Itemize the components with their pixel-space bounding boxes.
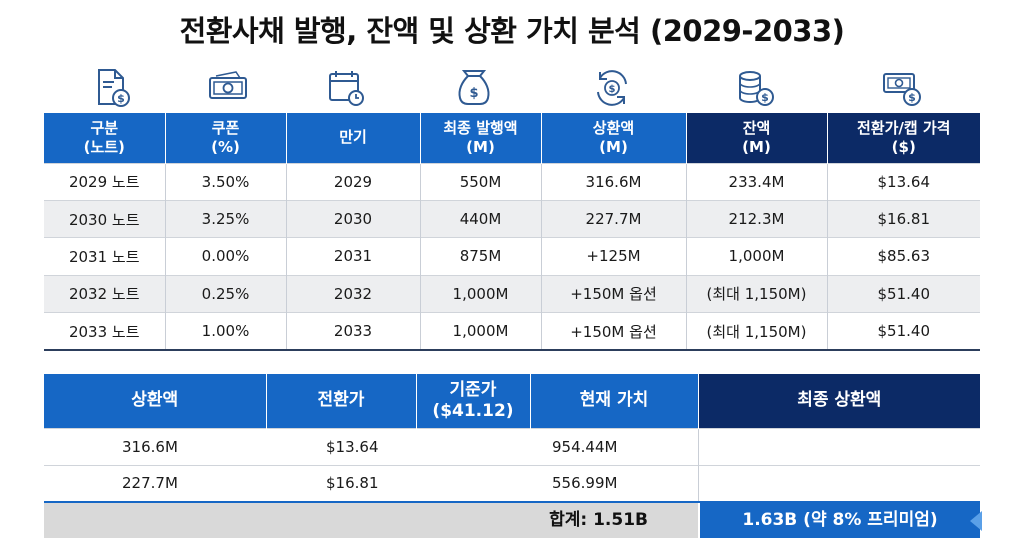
- table-cell: 2029: [285, 162, 420, 201]
- coin-stack-icon: $: [734, 66, 778, 110]
- table-cell: 2030: [285, 199, 420, 238]
- table-cell: 3.50%: [164, 162, 286, 201]
- table-cell: 2032: [285, 274, 420, 313]
- column-header: 잔액 (M): [685, 113, 827, 163]
- banknote-icon: [206, 66, 250, 110]
- table-cell: $51.40: [826, 312, 980, 351]
- table-cell: 227.7M: [44, 464, 266, 503]
- table-row: 2032 노트 0.25% 2032 1,000M +150M 옵션 (최대 1…: [44, 274, 980, 313]
- document-dollar-icon: $: [90, 66, 134, 110]
- page-title: 전환사채 발행, 잔액 및 상환 가치 분석 (2029-2033): [179, 14, 845, 48]
- table-cell: 875M: [419, 237, 541, 276]
- money-bag-icon: $: [452, 66, 496, 110]
- table-cell: 212.3M: [685, 199, 827, 238]
- table-cell: 2029 노트: [44, 162, 165, 201]
- calendar-clock-icon: [324, 66, 368, 110]
- table-cell: 316.6M: [540, 162, 686, 201]
- table-cell: $13.64: [266, 427, 416, 465]
- table-cell: 316.6M: [44, 427, 266, 465]
- table-cell: 3.25%: [164, 199, 286, 238]
- refresh-dollar-icon: $: [590, 66, 634, 110]
- table-cell: [697, 427, 980, 465]
- table-cell: $13.64: [826, 162, 980, 201]
- table-cell: 2033 노트: [44, 312, 165, 351]
- table-cell: [697, 464, 980, 503]
- table-cell: 954.44M: [530, 427, 698, 465]
- final-repayment-value: 1.63B (약 8% 프리미엄): [700, 503, 980, 538]
- svg-text:$: $: [469, 86, 478, 101]
- table-cell: +125M: [540, 237, 686, 276]
- column-header: 만기: [285, 113, 420, 163]
- column-header: 기준가 ($41.12): [415, 374, 530, 428]
- column-header: 최종 발행액 (M): [419, 113, 541, 163]
- svg-text:$: $: [609, 84, 616, 95]
- column-header: 상환액 (M): [540, 113, 686, 163]
- table-cell: 550M: [419, 162, 541, 201]
- column-header: 구분 (노트): [44, 113, 165, 163]
- table-cell: 440M: [419, 199, 541, 238]
- table-row: 2033 노트 1.00% 2033 1,000M +150M 옵션 (최대 1…: [44, 312, 980, 351]
- column-header: 상환액: [44, 374, 266, 428]
- table-cell: 1.00%: [164, 312, 286, 351]
- table-cell: 556.99M: [530, 464, 698, 503]
- table-row: 2030 노트 3.25% 2030 440M 227.7M 212.3M $1…: [44, 199, 980, 238]
- table-cell: $51.40: [826, 274, 980, 313]
- table-cell: $85.63: [826, 237, 980, 276]
- table-cell: +150M 옵션: [540, 312, 686, 351]
- table-cell: [416, 464, 530, 503]
- header-icons: $ $ $ $ $: [44, 66, 980, 112]
- total-label: 합계: 1.51B: [44, 503, 698, 538]
- column-header: 전환가: [265, 374, 416, 428]
- table-row: 227.7M $16.81 556.99M: [44, 464, 980, 503]
- table-cell: +150M 옵션: [540, 274, 686, 313]
- column-header: 현재 가치: [529, 374, 698, 428]
- svg-text:$: $: [117, 92, 125, 105]
- table-row: 316.6M $13.64 954.44M: [44, 427, 980, 465]
- table-cell: $16.81: [266, 464, 416, 503]
- table-cell: 1,000M: [419, 274, 541, 313]
- table-cell: [416, 427, 530, 465]
- table-cell: 2032 노트: [44, 274, 165, 313]
- table-cell: 0.25%: [164, 274, 286, 313]
- table-cell: (최대 1,150M): [685, 274, 827, 313]
- table-row: 2029 노트 3.50% 2029 550M 316.6M 233.4M $1…: [44, 162, 980, 201]
- notes-table: 구분 (노트) 쿠폰 (%) 만기 최종 발행액 (M) 상환액 (M) 잔액 …: [44, 113, 980, 351]
- notes-table-header: 구분 (노트) 쿠폰 (%) 만기 최종 발행액 (M) 상환액 (M) 잔액 …: [44, 113, 980, 163]
- table-cell: 227.7M: [540, 199, 686, 238]
- repayment-value-table: 상환액 전환가 기준가 ($41.12) 현재 가치 최종 상환액 316.6M…: [44, 374, 980, 503]
- table-cell: 2031 노트: [44, 237, 165, 276]
- table-cell: 233.4M: [685, 162, 827, 201]
- column-header: 최종 상환액: [697, 374, 980, 428]
- table-row: 2031 노트 0.00% 2031 875M +125M 1,000M $85…: [44, 237, 980, 276]
- svg-text:$: $: [908, 91, 916, 104]
- table-cell: 2031: [285, 237, 420, 276]
- repayment-value-header: 상환액 전환가 기준가 ($41.12) 현재 가치 최종 상환액: [44, 374, 980, 428]
- svg-text:$: $: [761, 91, 769, 104]
- table-cell: 1,000M: [685, 237, 827, 276]
- table-cell: (최대 1,150M): [685, 312, 827, 351]
- table-cell: $16.81: [826, 199, 980, 238]
- column-header: 쿠폰 (%): [164, 113, 286, 163]
- table-cell: 2030 노트: [44, 199, 165, 238]
- table-cell: 2033: [285, 312, 420, 351]
- table-cell: 0.00%: [164, 237, 286, 276]
- arrow-left-icon: [970, 511, 982, 531]
- table-cell: 1,000M: [419, 312, 541, 351]
- column-header: 전환가/캡 가격 ($): [826, 113, 980, 163]
- cash-dollar-icon: $: [880, 66, 924, 110]
